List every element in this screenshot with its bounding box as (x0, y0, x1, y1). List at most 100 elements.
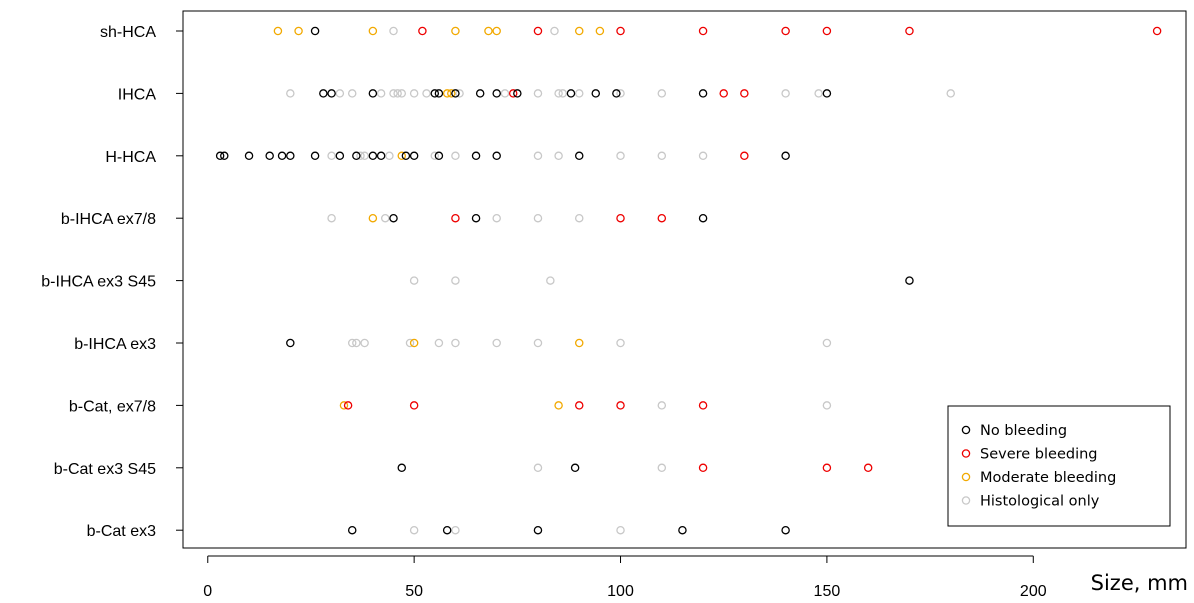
data-point (781, 151, 790, 161)
data-point (368, 26, 378, 36)
data-point (574, 401, 584, 410)
data-point (500, 89, 510, 98)
legend-marker (961, 449, 971, 458)
data-point (409, 89, 419, 98)
data-point (657, 463, 667, 473)
data-point (319, 89, 328, 98)
data-point (554, 89, 563, 98)
data-point (397, 463, 407, 473)
legend-label: Moderate bleeding (980, 470, 1116, 486)
data-point (471, 151, 481, 161)
data-point (616, 89, 625, 98)
data-point (327, 213, 336, 223)
data-point (533, 525, 543, 535)
data-point (451, 89, 460, 98)
data-point (484, 26, 493, 36)
data-point (393, 89, 402, 98)
data-point (389, 89, 398, 98)
data-point (451, 151, 460, 161)
data-point (397, 89, 407, 98)
data-point (286, 151, 295, 161)
data-point (368, 151, 378, 161)
y-tick-label: b-Cat ex3 (87, 523, 156, 540)
data-point (533, 89, 543, 98)
data-point (401, 151, 411, 161)
data-point (389, 26, 398, 36)
data-point (574, 338, 584, 348)
data-point (946, 89, 955, 98)
data-point (434, 151, 444, 161)
data-point (657, 401, 667, 410)
data-point (513, 89, 522, 98)
legend-marker (961, 425, 971, 435)
x-tick-label: 200 (1020, 583, 1047, 600)
data-point (574, 151, 584, 161)
data-point (335, 151, 345, 161)
data-point (492, 338, 501, 348)
data-point (740, 89, 749, 98)
data-point (905, 26, 914, 36)
y-tick-label: b-Cat ex3 S45 (54, 461, 156, 478)
data-point (595, 26, 605, 36)
data-point (360, 338, 369, 348)
y-tick-label: b-IHCA ex7/8 (61, 211, 156, 228)
y-tick-label: b-IHCA ex3 S45 (41, 274, 156, 291)
data-point (265, 151, 274, 161)
data-point (616, 338, 625, 348)
data-point (430, 151, 440, 161)
data-point (409, 276, 419, 285)
data-point (781, 89, 790, 98)
data-point (616, 401, 625, 410)
data-point (310, 26, 320, 36)
data-point (409, 151, 419, 161)
data-point (554, 401, 563, 410)
data-point (558, 89, 567, 98)
y-axis: sh-HCA IHCA H-HCA b-IHCA ex7/8 b-IHCA ex3 S4… (41, 24, 183, 540)
data-point (533, 463, 543, 473)
x-tick-label: 150 (814, 583, 841, 600)
data-point (434, 338, 444, 348)
data-point (405, 338, 415, 348)
data-point (822, 338, 832, 348)
y-tick-label: H-HCA (105, 149, 156, 166)
data-point (376, 89, 386, 98)
data-point (574, 89, 584, 98)
data-point (409, 338, 419, 348)
legend: No bleeding Severe bleeding Moderate bleed… (947, 405, 1171, 527)
legend-label: Severe bleeding (980, 447, 1098, 463)
data-point (352, 338, 361, 348)
data-point (1152, 26, 1162, 36)
x-axis-title: Size, mm (1091, 571, 1188, 595)
data-point (550, 26, 559, 36)
data-point (409, 401, 419, 410)
data-point (442, 89, 452, 98)
data-point (781, 525, 790, 535)
data-point (698, 401, 708, 410)
data-point (905, 276, 914, 285)
data-point (220, 151, 229, 161)
data-point (863, 463, 873, 473)
y-tick-label: sh-HCA (100, 24, 156, 41)
data-point (822, 89, 832, 98)
data-point (822, 463, 832, 473)
data-point (455, 89, 464, 98)
data-point (347, 525, 357, 535)
data-point (492, 89, 501, 98)
data-point (781, 26, 790, 36)
data-point (554, 151, 563, 161)
data-point (574, 26, 584, 36)
data-point (347, 89, 357, 98)
data-point (678, 525, 687, 535)
data-point (215, 151, 225, 161)
data-point (451, 525, 460, 535)
x-tick-label: 0 (203, 583, 212, 600)
data-point (570, 463, 580, 473)
data-points (215, 26, 1162, 535)
data-point (286, 338, 295, 348)
data-point (327, 89, 336, 98)
data-point (442, 525, 452, 535)
plot-frame (182, 10, 1187, 549)
data-point (533, 213, 543, 223)
data-point (294, 26, 303, 36)
data-point (389, 213, 398, 223)
